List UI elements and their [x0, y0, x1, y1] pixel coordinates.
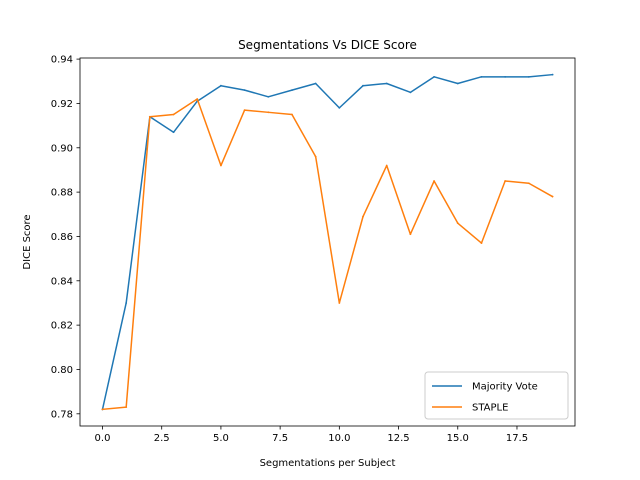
y-tick-label: 0.80: [51, 365, 73, 376]
data-point: [504, 180, 507, 182]
y-tick-label: 0.84: [51, 276, 73, 287]
x-tick-label: 0.0: [95, 433, 111, 444]
y-tick-label: 0.92: [51, 99, 73, 110]
data-point: [456, 222, 459, 225]
data-point: [243, 89, 246, 92]
x-tick-label: 2.5: [154, 433, 170, 444]
data-point: [409, 233, 412, 236]
data-point: [551, 195, 554, 198]
x-tick-label: 10.0: [328, 433, 350, 444]
data-point: [480, 75, 483, 78]
data-point: [338, 106, 341, 109]
data-point: [385, 164, 388, 167]
data-point: [527, 182, 530, 185]
data-point: [220, 84, 222, 87]
data-point: [504, 75, 507, 78]
legend-label: STAPLE: [472, 403, 508, 414]
y-tick-label: 0.82: [51, 321, 73, 332]
data-point: [409, 91, 412, 94]
data-point: [220, 164, 222, 167]
data-point: [125, 302, 128, 304]
y-tick-label: 0.90: [51, 143, 73, 154]
series-line-1: [101, 98, 554, 411]
y-axis-title: DICE Score: [22, 214, 33, 269]
data-point: [267, 95, 270, 98]
series-layer: [101, 73, 554, 411]
legend-label: Majority Vote: [472, 382, 538, 393]
legend: Majority Vote STAPLE: [424, 371, 569, 420]
data-point: [291, 113, 293, 116]
data-point: [385, 82, 388, 85]
y-axis: 0.78 0.80 0.82 0.84 0.86 0.88 0.90 0.92 0.94: [51, 55, 80, 420]
data-point: [291, 89, 293, 92]
plot-frame: [79, 57, 576, 427]
series-line-0: [101, 73, 554, 411]
data-point: [338, 302, 341, 304]
data-point: [527, 75, 530, 78]
data-point: [125, 406, 128, 409]
data-point: [456, 82, 459, 85]
data-point: [433, 180, 435, 182]
x-tick-label: 15.0: [447, 433, 469, 444]
x-tick-label: 7.5: [272, 433, 288, 444]
data-point: [148, 115, 151, 118]
data-point: [196, 98, 199, 100]
x-tick-label: 5.0: [213, 433, 229, 444]
x-tick-label: 17.5: [506, 433, 528, 444]
data-point: [551, 73, 554, 76]
data-point: [172, 131, 175, 134]
data-point: [362, 84, 364, 87]
data-point: [267, 111, 270, 114]
data-point: [243, 109, 246, 111]
data-point: [314, 155, 317, 158]
y-tick-label: 0.94: [51, 55, 73, 66]
data-point: [362, 215, 364, 218]
x-axis: 0.0 2.5 5.0 7.5 10.0 12.5 15.0 17.5: [95, 426, 528, 444]
data-point: [480, 242, 483, 245]
data-point: [433, 75, 435, 78]
data-point: [172, 113, 175, 116]
y-tick-label: 0.88: [51, 188, 73, 199]
x-tick-label: 12.5: [387, 433, 409, 444]
y-tick-label: 0.86: [51, 232, 73, 243]
x-axis-title: Segmentations per Subject: [260, 458, 396, 469]
chart-title: Segmentations Vs DICE Score: [238, 38, 417, 52]
data-point: [101, 408, 104, 411]
data-point: [314, 82, 317, 85]
y-tick-label: 0.78: [51, 409, 73, 420]
